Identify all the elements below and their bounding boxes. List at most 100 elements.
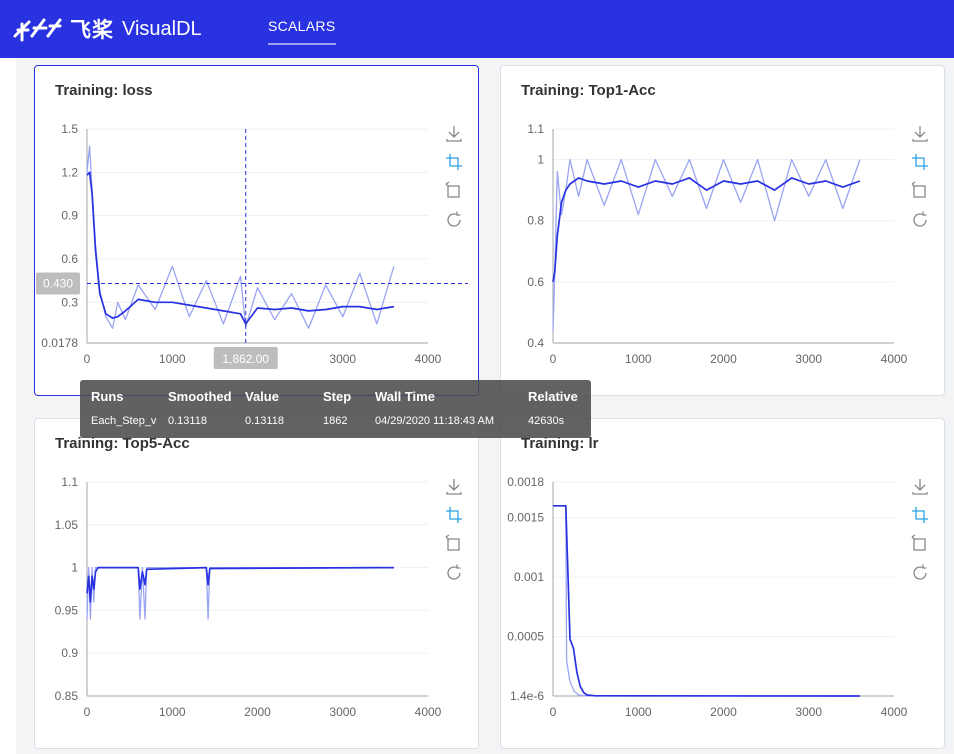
loss-chart[interactable]: 0.01780.30.60.91.21.5010002000300040000.… [35,66,480,397]
chart-title: Training: Top1-Acc [521,82,656,99]
refresh-icon [447,211,461,227]
series-line-raw [552,158,861,331]
y-tick-label: 1 [537,153,544,167]
restore-icon [445,534,460,551]
select-area-button[interactable] [444,152,464,172]
y-tick-label: 0.001 [514,570,544,584]
crosshair-x-label: 1,862.00 [222,352,269,366]
series-line-smoothed [86,171,395,325]
restore-button[interactable] [910,181,930,201]
paddle-logo-icon [13,18,62,42]
x-tick-label: 2000 [710,705,737,719]
y-tick-label: 0.9 [61,646,78,660]
tooltip-cell-run: Each_Step_v [91,415,157,427]
tab-scalars-underline [268,43,336,45]
restore-button[interactable] [444,181,464,201]
y-tick-label: 0.85 [55,689,79,703]
chart-card-top5-acc[interactable]: Training: Top5-Acc 0.85 0.9 0.95 1 1.05 1.1 0 1… [34,418,479,749]
tooltip-cell-step: 1862 [323,415,348,427]
x-tick-label: 3000 [795,705,822,719]
restore-icon [445,181,460,198]
chart-toolbar [910,476,930,592]
download-button[interactable] [910,123,930,143]
top1-acc-chart[interactable]: 0.4 0.6 0.8 1 1.1 0 1000 2000 3000 4000 [501,66,946,397]
tooltip-header-runs: Runs [91,389,124,404]
series-line-raw [86,566,394,620]
y-tick-label: 0.0018 [507,475,544,489]
refresh-icon [913,211,927,227]
brand-logo[interactable]: 飞桨 VisualDL [12,12,202,46]
y-tick-label: 0.3 [61,295,78,309]
restore-button[interactable] [910,534,930,554]
y-tick-label: 0.6 [527,275,544,289]
restore-icon [911,534,926,551]
y-tick-label: 0.0178 [41,336,78,350]
tooltip-cell-smoothed: 0.13118 [168,415,207,427]
x-tick-label: 4000 [415,352,442,366]
tooltip-header-smoothed: Smoothed [168,389,232,404]
download-icon [912,126,928,142]
y-tick-label: 0.0015 [507,511,544,525]
series-line-smoothed [553,504,860,697]
x-tick-label: 1000 [159,705,186,719]
x-tick-label: 0 [84,352,91,366]
refresh-icon [447,564,461,580]
tooltip-cell-value: 0.13118 [245,415,284,427]
tooltip-cell-relative: 42630s [528,415,565,427]
chart-card-top1-acc[interactable]: Training: Top1-Acc 0.4 0.6 0.8 1 1.1 0 1000 200… [500,65,945,396]
select-area-button[interactable] [444,505,464,525]
crosshair-x-label-bg [213,347,278,369]
chart-title: Training: lr [521,435,599,452]
y-tick-label: 0.4 [527,336,544,350]
restore-icon [911,181,926,198]
select-area-button[interactable] [910,152,930,172]
select-area-button[interactable] [910,505,930,525]
download-button[interactable] [910,476,930,496]
x-tick-label: 1000 [159,352,186,366]
y-tick-label: 0.0005 [507,630,544,644]
chart-toolbar [444,123,464,239]
chart-card-loss[interactable]: Training: loss 0.0178 0.3 0.6 0.9 1.2 1.5 0 100… [34,65,479,396]
x-tick-label: 0 [550,705,557,719]
y-tick-label: 1.05 [55,518,79,532]
y-tick-label: 0.95 [55,603,79,617]
download-button[interactable] [444,123,464,143]
top5-acc-chart[interactable]: 0.85 0.9 0.95 1 1.05 1.1 0 1000 2000 3000 4000 [35,419,480,750]
y-tick-label: 0.9 [61,209,78,223]
x-tick-label: 3000 [795,352,822,366]
chart-title: Training: loss [55,82,153,99]
top-nav-bar: 飞桨 VisualDL SCALARS [0,0,954,58]
left-sidebar [0,58,16,754]
series-line-smoothed [552,177,861,283]
y-tick-label: 1 [71,561,78,575]
x-tick-label: 4000 [881,705,908,719]
lr-chart[interactable]: 1.4e-6 0.0005 0.001 0.0015 0.0018 0 1000 2000 30… [501,419,946,750]
x-tick-label: 2000 [710,352,737,366]
x-tick-label: 1000 [625,352,652,366]
chart-card-lr[interactable]: Training: lr 1.4e-6 0.0005 0.001 0.0015 0.00… [500,418,945,749]
select-area-icon [912,154,928,170]
tooltip-cell-wall-time: 04/29/2020 11:18:43 AM [375,415,495,427]
download-icon [446,479,462,495]
tooltip-header-value: Value [245,389,279,404]
brand-name-label: VisualDL [122,17,202,40]
select-area-icon [912,507,928,523]
hover-tooltip: Runs Smoothed Value Step Wall Time Relat… [80,380,591,438]
tab-scalars[interactable]: SCALARS [268,18,336,34]
tooltip-header-step: Step [323,389,352,404]
refresh-button[interactable] [444,563,464,583]
y-tick-label: 1.1 [527,122,544,136]
refresh-button[interactable] [910,563,930,583]
tooltip-header-relative: Relative [528,389,578,404]
download-icon [912,479,928,495]
y-tick-label: 1.4e-6 [510,689,544,703]
chart-title: Training: Top5-Acc [55,435,190,452]
series-line-raw [553,505,860,697]
select-area-icon [446,154,462,170]
refresh-button[interactable] [444,210,464,230]
y-tick-label: 1.2 [61,165,78,179]
refresh-button[interactable] [910,210,930,230]
tooltip-header-wall-time: Wall Time [375,389,435,404]
download-button[interactable] [444,476,464,496]
restore-button[interactable] [444,534,464,554]
